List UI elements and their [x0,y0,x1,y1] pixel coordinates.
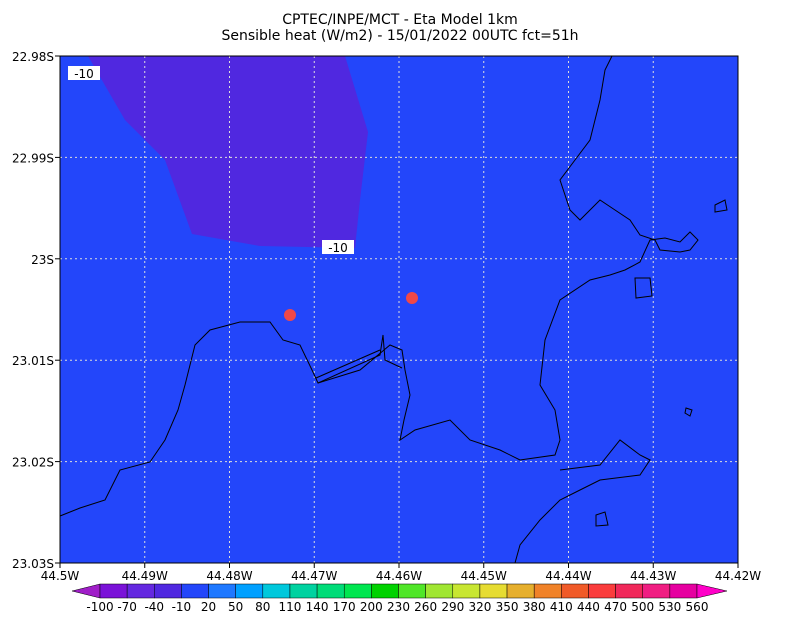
colorbar-label: 530 [658,600,681,614]
colorbar-label: 110 [279,600,302,614]
frame [59,55,739,564]
lon-tick-label: 44.49W [122,569,168,583]
site-marker [406,292,418,304]
lon-tick-label: 44.5W [41,569,80,583]
lon-tick-label: 44.42W [715,569,761,583]
colorbar-segment [398,583,426,599]
lat-tick-label: 22.98S [12,50,54,64]
island [595,199,728,527]
colorbar-label: 50 [228,600,243,614]
colorbar-segment [181,583,209,599]
colorbar-label: -40 [144,600,164,614]
colorbar-label: 500 [631,600,654,614]
colorbar-label: 260 [414,600,437,614]
colorbar-label: 470 [604,600,627,614]
lon-tick-label: 44.45W [461,569,507,583]
colorbar-segment [343,583,372,599]
grid [55,55,739,568]
colorbar-label: -10 [172,600,192,614]
colorbar-label: 350 [496,600,519,614]
contour-labels: -10 -10 [68,66,354,255]
coast [514,439,651,564]
colorbar-segment [615,583,643,599]
colorbar-segment [371,583,399,599]
lat-tick-label: 23S [31,253,54,267]
colorbar-label: 320 [468,600,491,614]
title: CPTEC/INPE/MCT - Eta Model 1km [282,12,518,28]
colorbar-segment [561,583,589,599]
label-box [322,240,354,254]
colorbar-segment [126,583,155,599]
colorbar-label: 290 [441,600,464,614]
colorbar-segment [533,583,562,599]
lon-tick-label: 44.44W [545,569,591,583]
colorbar: -100 -70 -40 -10 20 50 80 110 140 170 200 230 260 290… [71,583,728,614]
low-region [88,56,368,248]
colorbar-label: 140 [306,600,329,614]
colorbar-segment [208,583,236,599]
label-box [68,66,100,80]
colorbar-segment [425,583,454,599]
colorbar-segment [669,583,698,599]
colorbar-label: 200 [360,600,383,614]
lon-tick-label: 44.48W [206,569,252,583]
colorbar-label: -100 [86,600,113,614]
colorbar-segment [452,583,481,599]
plot-area [60,56,738,563]
colorbar-segment [588,583,616,599]
pier [315,334,403,384]
site-marker [284,309,296,321]
colorbar-label: 230 [387,600,410,614]
colorbar-label: 380 [523,600,546,614]
lat-tick-label: 22.99S [12,151,54,165]
colorbar-label: 560 [686,600,709,614]
contour-label: -10 [74,67,94,81]
colorbar-segment [235,583,264,599]
colorbar-label: -70 [117,600,137,614]
colorbar-segment [479,583,508,599]
colorbar-segment [506,583,535,599]
lat-tick-label: 23.03S [12,557,54,571]
colorbar-segment [99,583,128,599]
subtitle: Sensible heat (W/m2) - 15/01/2022 00UTC … [221,28,578,44]
colorbar-segment [154,583,182,599]
colorbar-label: 80 [255,600,270,614]
colorbar-label: 440 [577,600,600,614]
colorbar-label: 170 [333,600,356,614]
colorbar-label: 410 [550,600,573,614]
colorbar-arrow [696,583,728,599]
colorbar-segment [642,583,671,599]
colorbar-label: 20 [201,600,216,614]
lat-tick-label: 23.01S [12,354,54,368]
lat-tick-label: 23.02S [12,456,54,470]
contour-label: -10 [328,241,348,255]
lon-tick-label: 44.43W [630,569,676,583]
colorbar-segment [262,583,291,599]
lon-tick-label: 44.47W [291,569,337,583]
colorbar-segment [316,583,345,599]
lon-tick-label: 44.46W [376,569,422,583]
coastline [59,55,728,564]
coast [59,55,699,517]
colorbar-arrow [71,583,101,599]
colorbar-segment [289,583,318,599]
